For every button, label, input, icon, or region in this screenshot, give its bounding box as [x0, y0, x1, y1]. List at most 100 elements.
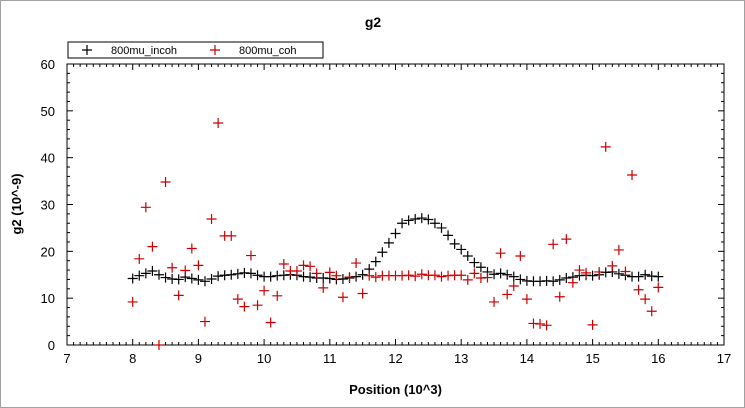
data-point: [495, 268, 506, 279]
data-point: [305, 272, 316, 283]
data-point: [561, 234, 572, 245]
data-point: [127, 296, 138, 307]
legend: 800mu_incoh 800mu_coh: [67, 41, 324, 59]
data-point: [587, 319, 598, 330]
data-point: [620, 266, 631, 277]
data-point: [239, 301, 250, 312]
x-tick-label: 14: [520, 351, 534, 366]
legend-marker: [82, 45, 92, 55]
data-point: [627, 169, 638, 180]
data-point: [554, 274, 565, 285]
data-point: [199, 316, 210, 327]
data-point: [653, 282, 664, 293]
data-point: [140, 268, 151, 279]
data-point: [252, 300, 263, 311]
data-point: [318, 282, 329, 293]
data-point: [265, 317, 276, 328]
data-point: [410, 271, 421, 282]
data-point: [462, 274, 473, 285]
data-point: [443, 230, 454, 241]
data-point: [456, 270, 467, 281]
data-point: [344, 272, 355, 283]
data-point: [541, 320, 552, 331]
data-point: [265, 271, 276, 282]
data-point: [489, 269, 500, 280]
data-point: [337, 273, 348, 284]
data-point: [502, 269, 513, 280]
x-tick-label: 13: [454, 351, 468, 366]
data-point: [561, 273, 572, 284]
legend-box: [67, 41, 324, 59]
data-point: [324, 267, 335, 278]
data-point: [213, 118, 224, 129]
data-point: [193, 260, 204, 271]
y-tick-label: 20: [41, 244, 55, 259]
data-point: [548, 239, 559, 250]
data-point: [403, 215, 414, 226]
series-800mu_coh: [127, 118, 664, 350]
y-tick-label: 30: [41, 198, 55, 213]
data-point: [364, 270, 375, 281]
data-point: [311, 268, 322, 279]
data-point: [232, 294, 243, 305]
data-point: [153, 340, 164, 350]
data-point: [567, 277, 578, 288]
data-point: [232, 268, 243, 279]
data-point: [548, 276, 559, 287]
data-point: [193, 274, 204, 285]
data-point: [449, 238, 460, 249]
data-point: [587, 270, 598, 281]
y-axis-label: g2 (10^-9): [9, 173, 24, 234]
data-point: [377, 247, 388, 258]
data-point: [640, 294, 651, 305]
data-point: [331, 270, 342, 281]
chart-title: g2: [365, 14, 382, 30]
legend-label: 800mu_coh: [239, 45, 297, 57]
data-point: [206, 214, 217, 225]
x-tick-label: 9: [195, 351, 202, 366]
data-point: [213, 271, 224, 282]
x-tick-label: 7: [63, 351, 70, 366]
data-point: [574, 265, 585, 276]
data-point: [521, 294, 532, 305]
data-point: [502, 289, 513, 300]
y-axis: 0 10 20 30 40 50 60: [41, 57, 724, 353]
data-point: [245, 250, 256, 261]
plot-area: [66, 63, 725, 346]
y-tick-label: 10: [41, 291, 55, 306]
data-point: [140, 202, 151, 213]
data-point: [226, 230, 237, 241]
data-point: [173, 274, 184, 285]
data-point: [403, 270, 414, 281]
data-point: [633, 271, 644, 282]
data-point: [515, 251, 526, 262]
data-point: [259, 285, 270, 296]
data-point: [397, 218, 408, 229]
data-point: [410, 214, 421, 225]
data-point: [613, 244, 624, 255]
data-point: [607, 260, 618, 271]
x-tick-label: 8: [129, 351, 136, 366]
data-point: [416, 213, 427, 224]
x-tick-label: 17: [717, 351, 731, 366]
data-point: [600, 141, 611, 152]
data-point: [383, 237, 394, 248]
data-point: [337, 292, 348, 303]
data-point: [535, 318, 546, 329]
data-point: [291, 266, 302, 277]
data-point: [594, 266, 605, 277]
data-point: [127, 273, 138, 284]
data-point: [429, 218, 440, 229]
legend-label: 800mu_incoh: [111, 45, 177, 57]
data-point: [370, 256, 381, 267]
data-point: [252, 270, 263, 281]
data-point: [167, 262, 178, 273]
data-point: [390, 228, 401, 239]
data-point: [429, 270, 440, 281]
data-point: [475, 262, 486, 273]
data-point: [640, 269, 651, 280]
data-point: [482, 272, 493, 283]
data-point: [489, 296, 500, 307]
